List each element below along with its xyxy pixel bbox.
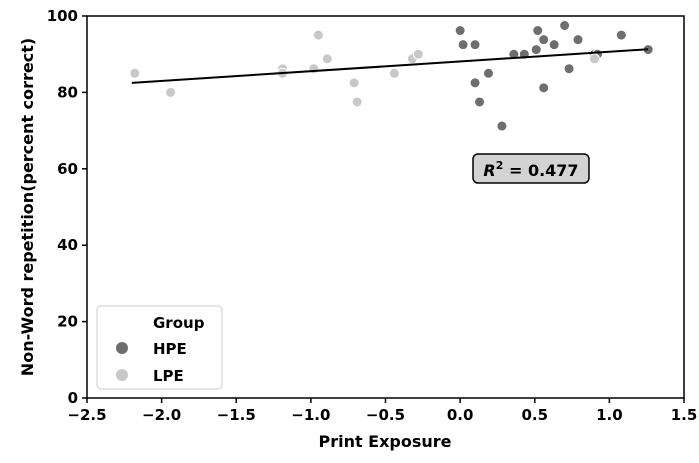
x-tick-label: −2.5	[67, 406, 106, 424]
data-point-hpe	[496, 120, 508, 132]
x-tick-label: 0.5	[521, 406, 548, 424]
legend-title: Group	[153, 314, 205, 332]
data-point-lpe	[129, 67, 141, 79]
data-point-lpe	[165, 86, 177, 98]
x-axis-label: Print Exposure	[318, 432, 451, 451]
y-tick-label: 40	[57, 236, 78, 254]
data-point-hpe	[469, 39, 481, 51]
legend-marker-hpe	[116, 342, 128, 354]
y-axis-label: Non-Word repetition(percent correct)	[18, 38, 37, 376]
x-tick-label: 0.0	[447, 406, 474, 424]
x-tick-label: −0.5	[366, 406, 405, 424]
points-layer	[129, 20, 654, 132]
data-point-hpe	[532, 25, 544, 37]
data-point-hpe	[538, 34, 550, 46]
data-point-hpe	[563, 63, 575, 75]
data-point-lpe	[321, 53, 333, 65]
r-squared-annotation: R2 = 0.477	[472, 153, 590, 184]
annotation-value: 0.477	[528, 161, 579, 180]
legend-label-lpe: LPE	[153, 367, 184, 385]
x-tick-label: 1.0	[596, 406, 623, 424]
legend-label-hpe: HPE	[153, 340, 187, 358]
x-axis-ticks: −2.5 −2.0 −1.5 −1.0 −0.5 0.0 0.5 1.0 1.5	[67, 398, 697, 424]
data-point-lpe	[388, 67, 400, 79]
annotation-superscript: 2	[496, 159, 504, 172]
data-point-hpe	[548, 39, 560, 51]
data-point-hpe	[530, 44, 542, 56]
annotation-text: R2 = 0.477	[483, 159, 578, 180]
y-tick-label: 0	[68, 389, 78, 407]
annotation-equals: =	[503, 161, 528, 180]
data-point-lpe	[348, 77, 360, 89]
data-point-hpe	[572, 34, 584, 46]
y-tick-label: 60	[57, 160, 78, 178]
y-tick-label: 80	[57, 83, 78, 101]
x-tick-label: −2.0	[142, 406, 181, 424]
legend-marker-lpe	[116, 369, 128, 381]
data-point-hpe	[615, 29, 627, 41]
data-point-hpe	[454, 25, 466, 37]
data-point-lpe	[588, 53, 600, 65]
x-tick-label: −1.5	[217, 406, 256, 424]
data-point-hpe	[559, 20, 571, 32]
data-point-hpe	[482, 67, 494, 79]
data-point-hpe	[469, 77, 481, 89]
data-point-hpe	[474, 96, 486, 108]
y-tick-label: 20	[57, 313, 78, 331]
annotation-box	[472, 153, 590, 184]
data-point-lpe	[351, 96, 363, 108]
data-point-hpe	[457, 39, 469, 51]
regression-line	[131, 48, 649, 84]
y-axis-ticks: 0 20 40 60 80 100	[47, 7, 87, 407]
data-point-hpe	[538, 82, 550, 94]
x-tick-label: −1.0	[291, 406, 330, 424]
x-tick-label: 1.5	[671, 406, 698, 424]
data-point-lpe	[312, 29, 324, 41]
annotation-r: R	[483, 161, 495, 180]
legend: Group HPE LPE	[96, 305, 223, 390]
data-point-lpe	[412, 48, 424, 60]
y-tick-label: 100	[47, 7, 78, 25]
legend-box	[96, 305, 223, 390]
